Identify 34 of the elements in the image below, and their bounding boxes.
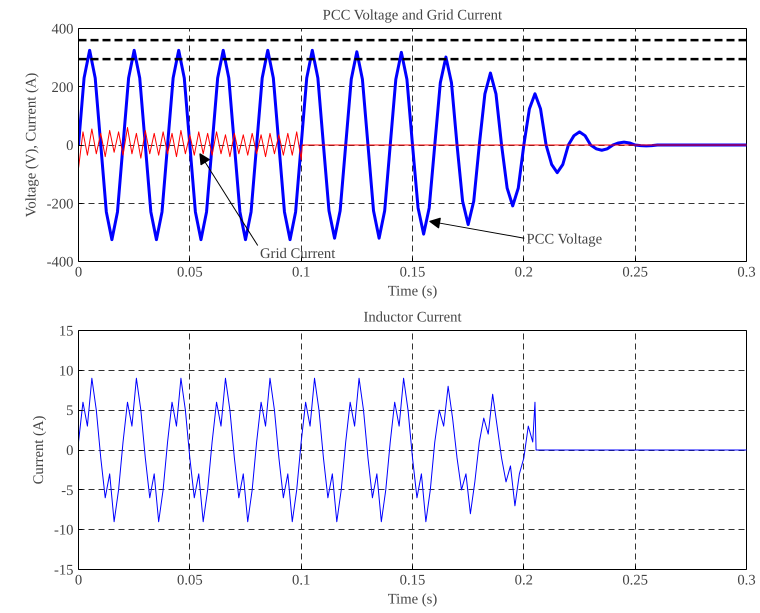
y-tick-label: -10 (54, 522, 74, 539)
y-tick-label: 0 (66, 443, 74, 459)
x-tick-label: 0.3 (737, 264, 756, 280)
line-series (78, 378, 746, 522)
x-tick-label: 0.1 (292, 264, 310, 280)
y-tick-label: 200 (52, 80, 74, 96)
y-tick-label: -200 (46, 196, 74, 212)
x-tick-label: 0.3 (737, 572, 756, 588)
y-tick-label: 15 (58, 324, 74, 340)
y-tick-label: -5 (61, 482, 74, 499)
chart-title: Inductor Current (363, 310, 462, 326)
y-tick-label: -400 (46, 254, 74, 270)
chart-title: PCC Voltage and Grid Current (322, 8, 502, 24)
x-tick-label: 0.25 (622, 264, 648, 280)
x-tick-label: 0.1 (292, 572, 310, 588)
annotation: Grid Current (260, 246, 336, 262)
x-tick-label: 0.15 (400, 572, 426, 588)
annotation: PCC Voltage (526, 232, 602, 248)
x-axis-title: Time (s) (388, 592, 438, 608)
y-tick-label: 10 (58, 363, 74, 380)
y-tick-label: 0 (66, 138, 74, 154)
x-axis-title: Time (s) (388, 284, 438, 300)
x-tick-label: 0.05 (177, 572, 203, 588)
y-tick-label: 5 (66, 403, 74, 420)
x-tick-label: 0.2 (514, 572, 533, 588)
x-tick-label: 0.2 (514, 264, 533, 280)
y-tick-label: -15 (54, 562, 74, 578)
x-tick-label: 0.15 (400, 264, 426, 280)
x-tick-label: 0.05 (177, 264, 203, 280)
y-tick-label: 400 (52, 22, 74, 38)
y-axis-title: Voltage (V), Current (A) (24, 72, 40, 218)
line-series (78, 127, 746, 169)
y-axis-title: Current (A) (30, 415, 47, 484)
x-tick-label: 0.25 (622, 572, 648, 588)
